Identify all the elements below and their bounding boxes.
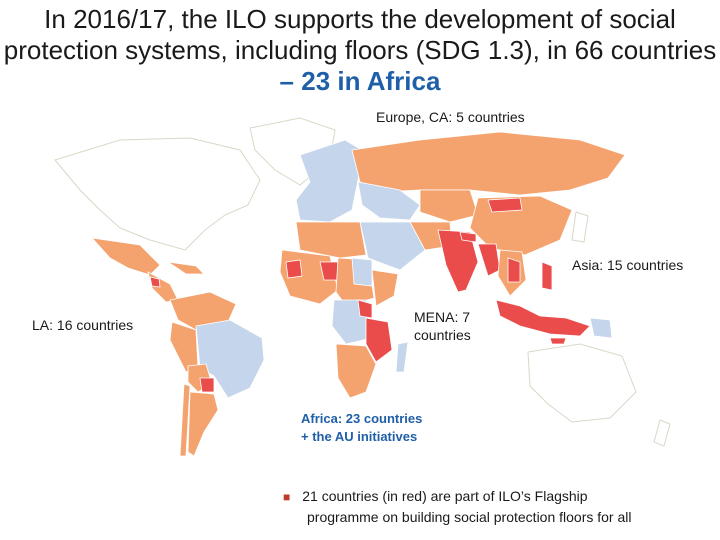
label-africa-line-1: Africa: 23 countries xyxy=(301,411,423,426)
label-mena: MENA: 7 countries xyxy=(414,308,471,344)
region-mali xyxy=(285,259,303,279)
region-indonesia xyxy=(495,299,591,337)
region-central-america xyxy=(147,271,179,303)
region-laos-cambodia xyxy=(507,257,521,283)
region-timor xyxy=(549,337,567,345)
region-philippines xyxy=(541,261,553,291)
region-sudan xyxy=(351,257,373,287)
region-north-africa xyxy=(295,221,367,259)
region-nepal xyxy=(459,231,477,243)
region-new-zealand xyxy=(653,419,671,447)
region-russia xyxy=(351,131,626,196)
bullet-icon: ■ xyxy=(283,490,291,504)
label-asia: Asia: 15 countries xyxy=(572,257,684,273)
region-caribbean xyxy=(167,261,205,275)
title-line-3: – 23 in Africa xyxy=(279,66,441,96)
region-east-africa xyxy=(371,269,399,307)
region-north-america xyxy=(54,137,261,251)
region-great-lakes xyxy=(357,299,373,319)
region-central-asia xyxy=(419,189,479,223)
footnote-line-2: programme on building social protection … xyxy=(307,509,632,525)
label-mena-line-1: MENA: 7 xyxy=(414,309,471,325)
region-mongolia xyxy=(487,197,523,213)
region-ukraine-ca xyxy=(357,181,421,221)
footnote-line-1: 21 countries (in red) are part of ILO’s … xyxy=(302,488,588,504)
region-paraguay xyxy=(199,377,215,393)
title-line-2: protection systems, including floors (SD… xyxy=(3,35,717,65)
region-guatemala xyxy=(149,276,161,288)
region-mexico xyxy=(90,237,161,276)
label-latin-america: LA: 16 countries xyxy=(32,317,134,333)
region-japan xyxy=(571,211,589,243)
label-africa: Africa: 23 countries + the AU initiative… xyxy=(301,410,422,446)
region-southern-africa xyxy=(335,343,377,399)
region-tanzania-mozambique xyxy=(365,317,393,363)
title-line-1: In 2016/17, the ILO supports the develop… xyxy=(44,4,676,34)
region-bangladesh-myanmar xyxy=(477,243,501,277)
region-png xyxy=(589,317,613,339)
page-title: In 2016/17, the ILO supports the develop… xyxy=(0,4,720,97)
region-peru-ecuador xyxy=(169,321,199,373)
region-argentina xyxy=(187,391,219,457)
label-africa-line-2: + the AU initiatives xyxy=(301,429,418,444)
region-india xyxy=(437,229,479,293)
region-chile xyxy=(179,383,191,457)
label-europe: Europe, CA: 5 countries xyxy=(376,109,525,125)
footnote: ■ 21 countries (in red) are part of ILO’s… xyxy=(283,486,713,527)
region-australia xyxy=(527,343,637,423)
region-madagascar xyxy=(395,341,409,373)
region-middle-east xyxy=(359,221,426,271)
region-europe xyxy=(295,139,363,223)
label-mena-line-2: countries xyxy=(414,327,471,343)
